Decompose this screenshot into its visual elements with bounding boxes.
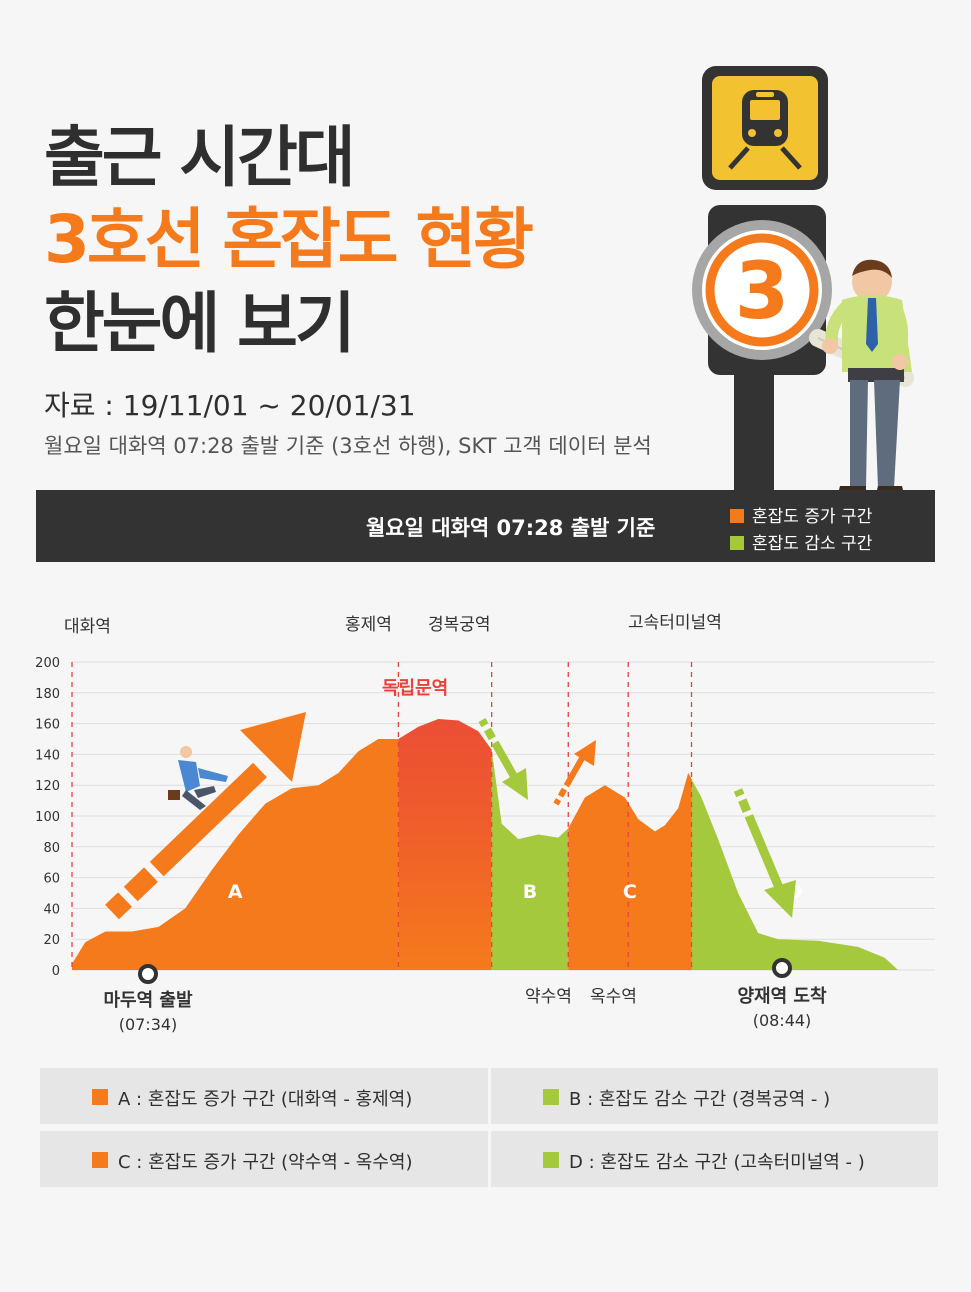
y-tick-label: 140: [35, 748, 60, 763]
y-tick-label: 180: [35, 687, 60, 702]
legend-b-text: B : 혼잡도 감소 구간 (경복궁역 - ): [569, 1089, 831, 1110]
legend-d-swatch: [543, 1152, 559, 1168]
falling-arrow-b-icon: [478, 718, 528, 800]
data-source: 자료 : 19/11/01 ~ 20/01/31: [44, 389, 416, 422]
segment-D-area: [691, 719, 898, 970]
line-number: 3: [735, 247, 789, 337]
station-label-yaksu: 약수역: [525, 987, 572, 1007]
legend-c-swatch: [92, 1152, 108, 1168]
station-label-dongnimmun: 독립문역: [382, 678, 448, 699]
segment-legend: A : 혼잡도 증가 구간 (대화역 - 홍제역) B : 혼잡도 감소 구간 …: [40, 1068, 938, 1188]
segment-B-label: B: [523, 881, 537, 903]
y-tick-label: 0: [52, 964, 60, 979]
legend-increase: 혼잡도 증가 구간: [730, 502, 872, 527]
rising-arrow-icon: [105, 712, 306, 920]
title-line-3: 한눈에 보기: [44, 285, 356, 362]
station-label-hongje: 홍제역: [345, 615, 392, 635]
y-axis-ticks: 0 20 40 60 80 100 120 140 160 180 200: [35, 656, 60, 979]
rising-arrow-c-icon: [553, 740, 596, 806]
station-label-daehwa: 대화역: [64, 617, 111, 637]
legend-decrease: 혼잡도 감소 구간: [730, 529, 872, 554]
legend-cell-a: A : 혼잡도 증가 구간 (대화역 - 홍제역): [40, 1068, 488, 1124]
segment-A-label: A: [228, 881, 243, 903]
legend-cell-b: B : 혼잡도 감소 구간 (경복궁역 - ): [491, 1068, 938, 1124]
y-tick-label: 40: [43, 902, 60, 917]
departure-marker: [138, 964, 158, 984]
y-tick-label: 20: [43, 933, 60, 948]
arrival-time: (08:44): [753, 1011, 812, 1030]
title-line-2: 3호선 혼잡도 현황: [44, 201, 534, 278]
y-tick-label: 200: [35, 656, 60, 671]
legend-c-text: C : 혼잡도 증가 구간 (약수역 - 옥수역): [118, 1152, 413, 1173]
arrival-label: 양재역 도착: [737, 986, 827, 1007]
legend-decrease-swatch: [730, 536, 744, 550]
legend-a-text: A : 혼잡도 증가 구간 (대화역 - 홍제역): [118, 1089, 413, 1110]
y-tick-label: 120: [35, 779, 60, 794]
legend-d-text: D : 혼잡도 감소 구간 (고속터미널역 - ): [569, 1152, 865, 1173]
subway-sign-illustration: 3: [692, 66, 914, 494]
segment-C-area: [568, 719, 692, 970]
segment-C-label: C: [623, 881, 637, 903]
legend-cell-c: C : 혼잡도 증가 구간 (약수역 - 옥수역): [40, 1131, 488, 1187]
title-line-1: 출근 시간대: [44, 119, 356, 196]
y-tick-label: 60: [43, 872, 60, 887]
y-tick-label: 160: [35, 718, 60, 733]
arrival-marker: [772, 958, 792, 978]
running-businessman-icon: [168, 746, 228, 810]
y-tick-label: 80: [43, 841, 60, 856]
legend-decrease-label: 혼잡도 감소 구간: [752, 534, 873, 554]
legend-increase-swatch: [730, 509, 744, 523]
station-label-oksu: 옥수역: [590, 987, 637, 1007]
y-tick-label: 100: [35, 810, 60, 825]
station-label-express-terminal: 고속터미널역: [628, 613, 722, 633]
station-dividers: [71, 662, 693, 970]
departure-time: (07:34): [119, 1015, 178, 1034]
legend-cell-d: D : 혼잡도 감소 구간 (고속터미널역 - ): [491, 1131, 938, 1187]
legend-b-swatch: [543, 1089, 559, 1105]
departure-label: 마두역 출발: [103, 990, 193, 1011]
segment-B-area: [491, 719, 569, 970]
segment-peak-area: [398, 719, 492, 970]
legend-increase-label: 혼잡도 증가 구간: [752, 507, 873, 527]
legend-a-swatch: [92, 1089, 108, 1105]
falling-arrow-d-icon: [733, 788, 796, 918]
chart-header-band: 월요일 대화역 07:28 출발 기준 혼잡도 증가 구간 혼잡도 감소 구간: [36, 490, 935, 562]
station-label-gyeongbokgung: 경복궁역: [428, 615, 491, 635]
band-title: 월요일 대화역 07:28 출발 기준: [366, 516, 656, 540]
train-icon: [728, 90, 802, 170]
businessman-illustration: [822, 259, 912, 494]
data-note: 월요일 대화역 07:28 출발 기준 (3호선 하행), SKT 고객 데이터…: [44, 434, 652, 458]
